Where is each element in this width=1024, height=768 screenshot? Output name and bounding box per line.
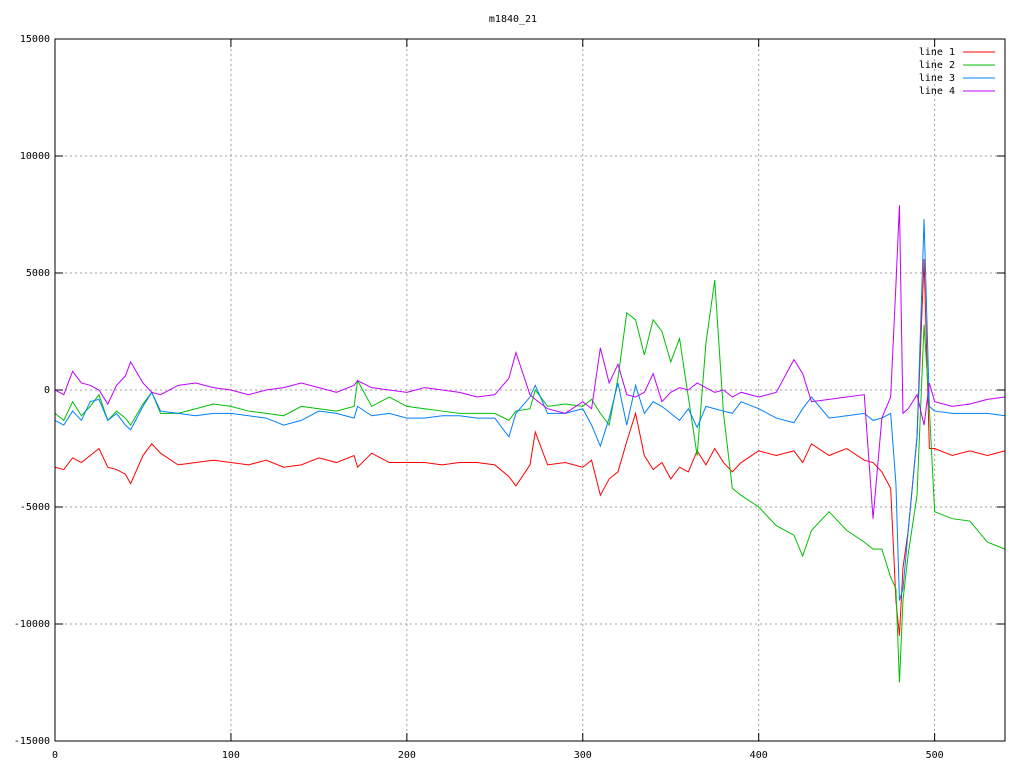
y-tick-label: -10000 <box>14 619 50 630</box>
x-tick-label: 400 <box>750 750 768 761</box>
y-tick-label: -5000 <box>20 502 50 513</box>
x-tick-label: 0 <box>52 750 58 761</box>
legend-label: line 4 <box>919 86 955 97</box>
y-tick-label: 10000 <box>20 151 50 162</box>
x-tick-label: 500 <box>926 750 944 761</box>
line-series <box>54 205 1006 519</box>
y-tick-label: 5000 <box>26 268 50 279</box>
x-tick-label: 200 <box>398 750 416 761</box>
chart-title: m1840_21 <box>489 14 537 25</box>
legend-label: line 3 <box>919 73 955 84</box>
line-series <box>54 279 1006 683</box>
y-tick-label: 0 <box>44 385 50 396</box>
x-tick-label: 300 <box>574 750 592 761</box>
y-tick-label: -15000 <box>14 736 50 747</box>
line-series <box>54 219 1006 601</box>
legend-label: line 1 <box>919 47 955 58</box>
line-series <box>54 258 1006 636</box>
plot-border <box>54 38 1006 742</box>
x-tick-label: 100 <box>222 750 240 761</box>
y-tick-label: 15000 <box>20 34 50 45</box>
legend-label: line 2 <box>919 60 955 71</box>
